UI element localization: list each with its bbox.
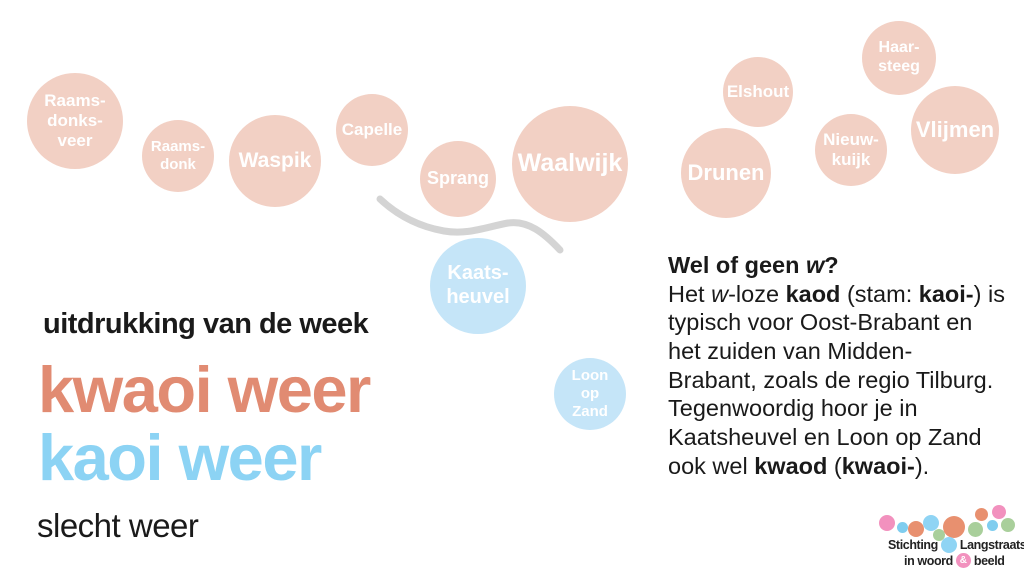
text-run: Het — [668, 280, 712, 307]
ampersand-badge-icon: & — [955, 553, 971, 568]
town-circle-nieuwkuijk: Nieuw- kuijk — [815, 114, 887, 186]
logo-word-langstraats: Langstraats — [959, 538, 1024, 552]
town-circle-raamsdonk: Raams- donk — [142, 120, 214, 192]
text-run: kwaod — [754, 452, 828, 479]
logo-dot-icon — [896, 521, 908, 533]
town-label: Haar- steeg — [878, 39, 920, 75]
logo-word-beeld: beeld — [973, 553, 1005, 568]
logo-dot-icon — [933, 529, 945, 541]
text-run: kwaoi- — [841, 452, 915, 479]
text-run: w — [711, 280, 729, 307]
town-circle-loon-op-zand: Loon op Zand — [554, 358, 626, 430]
logo-dot-icon — [1001, 518, 1015, 532]
town-label: Sprang — [426, 168, 489, 189]
town-circle-waspik: Waspik — [229, 115, 321, 207]
meaning-label: slecht weer — [37, 507, 199, 544]
text-run: ? — [824, 252, 839, 278]
stichting-langstraats-logo: Stichting Langstraats in woord & beeld — [872, 500, 1024, 572]
town-circle-vlijmen: Vlijmen — [911, 86, 999, 174]
town-label: Waspik — [238, 148, 312, 172]
town-label: Vlijmen — [915, 117, 995, 143]
logo-text-line-2: in woord & beeld — [904, 553, 1005, 568]
town-label: Capelle — [341, 119, 403, 139]
text-run: ( — [827, 452, 842, 479]
logo-text-line-1: Stichting Langstraats — [888, 537, 1024, 553]
town-circle-raamsdonksveer: Raams- donks- veer — [27, 73, 123, 169]
logo-word-stichting: Stichting — [888, 538, 938, 552]
logo-words-in-woord: in woord — [904, 553, 953, 568]
logo-dot-icon — [986, 519, 998, 531]
logo-dot-icon — [967, 521, 983, 537]
text-run: kaoi- — [918, 280, 974, 307]
town-circle-drunen: Drunen — [681, 128, 771, 218]
town-label: Waalwijk — [517, 149, 623, 178]
town-label: Kaats- heuvel — [446, 262, 510, 308]
logo-dot-icon — [908, 521, 924, 537]
town-circle-capelle: Capelle — [336, 94, 408, 166]
expression-of-the-week-label: uitdrukking van de week — [43, 308, 369, 340]
dialect-term-without-w: kaoi weer — [38, 421, 322, 494]
text-run: ) is typisch voor Oost-Brabant en het zu… — [668, 280, 1005, 479]
town-label: Raams- donk — [150, 138, 206, 173]
town-label: Elshout — [726, 81, 790, 101]
logo-dot-icon — [879, 515, 895, 531]
text-run: w — [805, 252, 825, 278]
town-circle-elshout: Elshout — [723, 57, 793, 127]
text-run: -loze — [728, 280, 786, 307]
town-circle-haarsteeg: Haar- steeg — [862, 21, 936, 95]
text-run: ). — [914, 452, 930, 479]
info-body: Het w-loze kaod (stam: kaoi-) is typisch… — [668, 280, 1024, 481]
info-panel: Wel of geen w? Het w-loze kaod (stam: ka… — [668, 251, 1024, 480]
town-circle-sprang: Sprang — [420, 141, 496, 217]
logo-circle-icon — [940, 537, 957, 553]
dialect-term-with-w: kwaoi weer — [38, 353, 371, 426]
town-circle-kaatsheuvel: Kaats- heuvel — [430, 238, 526, 334]
town-label: Raams- donks- veer — [44, 90, 106, 151]
text-run: Wel of geen — [668, 252, 806, 278]
logo-dot-icon — [923, 515, 939, 531]
town-label: Nieuw- kuijk — [823, 129, 879, 169]
town-circle-waalwijk: Waalwijk — [512, 106, 628, 222]
info-heading: Wel of geen w? — [668, 251, 1024, 280]
text-run: (stam: — [840, 280, 919, 307]
logo-dot-icon — [943, 516, 965, 538]
text-run: kaod — [785, 280, 841, 307]
town-label: Drunen — [687, 160, 765, 186]
town-label: Loon op Zand — [571, 367, 609, 420]
logo-dot-icon — [974, 507, 988, 521]
logo-dot-icon — [992, 505, 1006, 519]
